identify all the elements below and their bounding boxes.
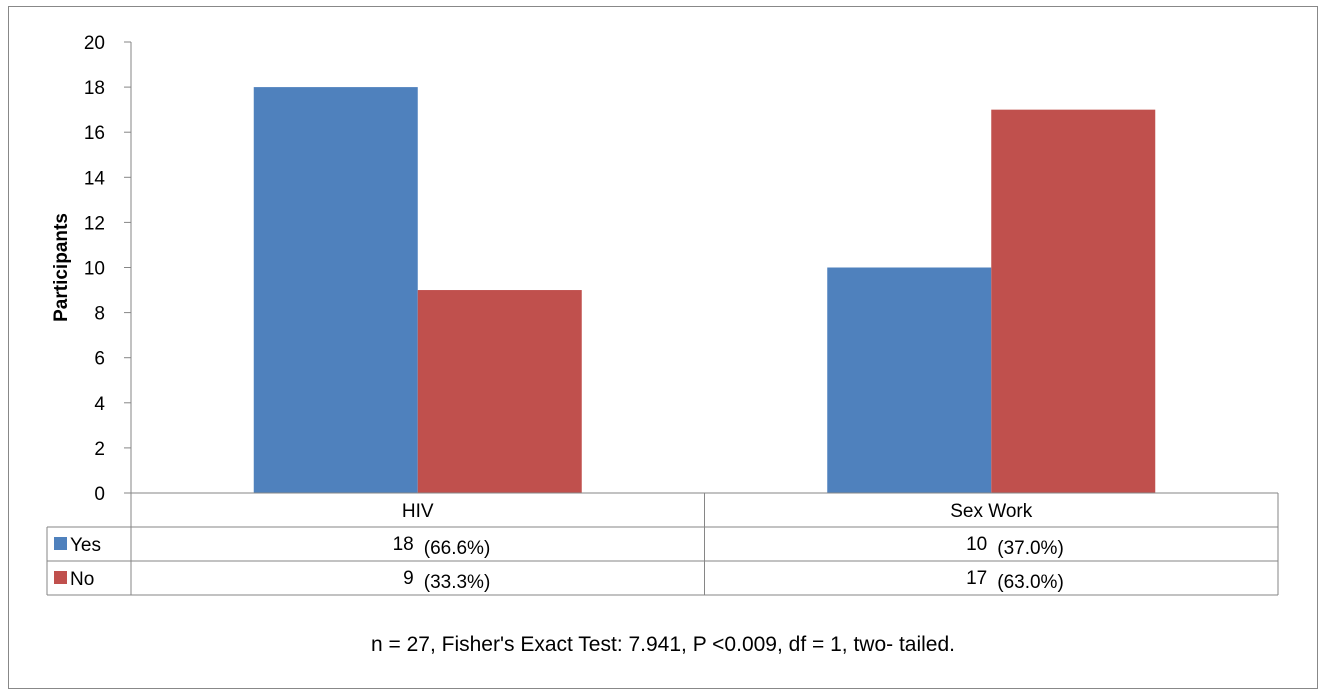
bar-yes-1 <box>827 267 992 493</box>
table-cell-value: 9 <box>403 568 414 589</box>
y-tick-label: 12 <box>84 213 105 234</box>
y-tick-label: 10 <box>84 259 105 280</box>
y-tick-label: 18 <box>84 78 105 99</box>
table-cell-value: 10 <box>966 534 987 555</box>
table-cell-percent: (33.3%) <box>424 572 491 593</box>
y-tick-label: 20 <box>84 33 105 54</box>
bar-no-1 <box>991 109 1156 494</box>
x-category-label: HIV <box>402 501 434 522</box>
y-axis-label: Participants <box>51 213 72 322</box>
y-tick-label: 14 <box>84 168 106 189</box>
y-tick-label: 4 <box>94 394 105 415</box>
y-tick-label: 16 <box>84 123 105 144</box>
legend-key-yes <box>54 537 67 550</box>
table-cell-percent: (63.0%) <box>997 572 1064 593</box>
legend-label-yes: Yes <box>70 535 101 556</box>
legend-label-no: No <box>70 569 94 590</box>
y-tick-label: 8 <box>94 304 105 325</box>
table-cell-percent: (66.6%) <box>424 538 491 559</box>
y-tick-label: 6 <box>94 349 105 370</box>
x-category-label: Sex Work <box>950 501 1033 522</box>
table-cell-percent: (37.0%) <box>997 538 1064 559</box>
chart-footnote: n = 27, Fisher's Exact Test: 7.941, P <0… <box>371 633 955 656</box>
table-cell-value: 18 <box>393 534 414 555</box>
bar-no-0 <box>417 290 582 493</box>
table-cell-value: 17 <box>966 568 987 589</box>
y-tick-label: 2 <box>94 439 105 460</box>
bar-yes-0 <box>253 87 418 493</box>
y-tick-label: 0 <box>94 484 105 505</box>
legend-key-no <box>54 571 67 584</box>
